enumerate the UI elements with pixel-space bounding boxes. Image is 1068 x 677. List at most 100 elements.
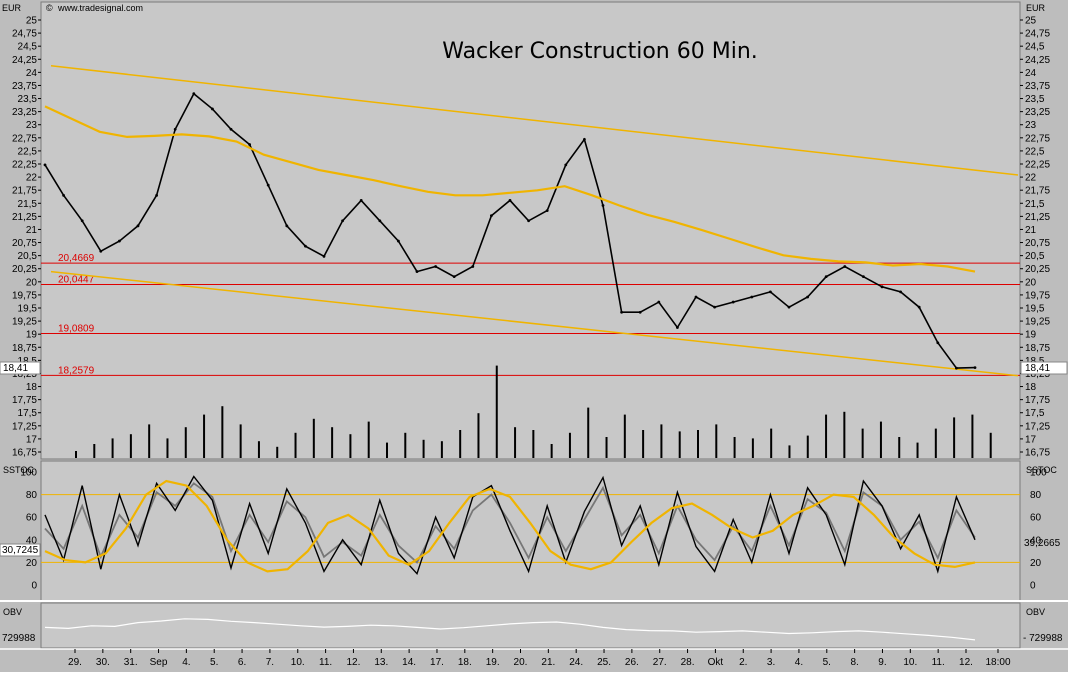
time-tick-label: 28. — [681, 657, 695, 668]
price-tick-label: 22,75 — [1025, 133, 1050, 144]
price-tick-label: 18,75 — [1025, 343, 1050, 354]
price-point — [322, 254, 326, 258]
price-tick-label: 20,75 — [12, 238, 37, 249]
time-tick-label: 29. — [68, 657, 82, 668]
price-point — [304, 244, 307, 248]
price-tick-label: 20,25 — [1025, 264, 1050, 275]
price-point — [564, 163, 568, 167]
price-tick-label: 17,5 — [1025, 408, 1045, 419]
price-tick-label: 22 — [26, 173, 38, 184]
volume-bar — [861, 428, 864, 458]
moving-average — [44, 105, 976, 273]
price-tick-label: 21,75 — [12, 186, 37, 197]
time-tick-label: 14. — [402, 657, 416, 668]
price-tick-label: 24,25 — [1025, 55, 1050, 66]
price-tick-label: 23,75 — [1025, 81, 1050, 92]
stochastic-slow-line — [44, 482, 976, 564]
trend-channel-lower — [50, 270, 1019, 377]
time-tick-label: Sep — [150, 657, 168, 668]
price-panel — [40, 1, 1021, 460]
time-tick-label: 4. — [795, 657, 803, 668]
volume-bar — [916, 442, 919, 458]
price-tick-label: 22 — [1025, 173, 1037, 184]
price-tick-label: 20,25 — [12, 264, 37, 275]
stochastic-tick-label: 60 — [26, 513, 38, 524]
volume-bar — [953, 417, 956, 458]
price-tick-label: 24,25 — [12, 55, 37, 66]
price-tick-label: 18,75 — [12, 343, 37, 354]
time-tick-label: 8. — [850, 657, 858, 668]
price-point — [657, 300, 661, 304]
price-point — [880, 285, 884, 289]
time-tick-label: 3. — [767, 657, 775, 668]
horizontal-level-label: 18,2579 — [58, 365, 95, 376]
price-tick-label: 16,75 — [1025, 448, 1050, 459]
obv-value-left: 729988 — [2, 633, 36, 644]
price-tick-label: 23,25 — [1025, 107, 1050, 118]
time-tick-label: 25. — [597, 657, 611, 668]
time-tick-label: 4. — [182, 657, 190, 668]
stochastic-tick-label: 0 — [31, 581, 37, 592]
time-tick-label: 27. — [653, 657, 667, 668]
price-point — [601, 204, 605, 207]
price-point — [508, 199, 512, 202]
price-point — [378, 219, 382, 223]
volume-bar — [312, 418, 315, 458]
price-point — [676, 326, 679, 329]
volume-bar — [184, 427, 187, 458]
price-tick-label: 20 — [1025, 277, 1037, 288]
price-series — [43, 92, 977, 370]
volume-bar — [879, 421, 882, 458]
price-tick-label: 20 — [26, 277, 38, 288]
price-point — [545, 209, 549, 212]
volume-bar — [971, 414, 974, 458]
volume-bar — [733, 437, 736, 458]
price-tick-label: 20,75 — [1025, 238, 1050, 249]
stochastic-tick-label: 100 — [20, 468, 37, 479]
volume-bar — [568, 432, 571, 458]
price-point — [471, 265, 475, 268]
price-point — [955, 366, 958, 370]
price-point — [731, 300, 735, 304]
volume-bar — [770, 428, 773, 458]
price-point — [62, 193, 65, 197]
time-tick-label: 5. — [823, 657, 831, 668]
price-tick-label: 18 — [26, 382, 38, 393]
price-point — [824, 275, 828, 279]
volume-bar — [825, 414, 828, 458]
source-label: www.tradesignal.com — [57, 3, 143, 13]
volume-bar — [532, 430, 535, 458]
price-tick-label: 23 — [1025, 120, 1037, 131]
price-axis: 25 25 24,75 24,75 24,5 24,5 24,25 24,25 24 24 23,7… — [12, 16, 1050, 459]
price-point — [750, 295, 754, 299]
price-point — [973, 366, 977, 370]
volume-bar — [514, 427, 517, 458]
price-point — [620, 310, 623, 314]
obv-path — [44, 618, 976, 641]
price-tick-label: 21,5 — [18, 199, 38, 210]
price-point — [769, 290, 772, 294]
price-point — [173, 127, 177, 131]
stochastic-tick-label: 100 — [1030, 468, 1047, 479]
price-point — [490, 214, 493, 218]
price-tick-label: 20,5 — [18, 251, 38, 262]
price-tick-label: 18 — [1025, 382, 1037, 393]
price-point — [527, 219, 530, 223]
price-tick-label: 23,5 — [1025, 94, 1045, 105]
price-tick-label: 22,25 — [1025, 160, 1050, 171]
volume-bar — [148, 424, 151, 458]
stochastic-value-box-left — [0, 543, 41, 557]
price-tick-label: 19,25 — [12, 317, 37, 328]
currency-label-left: EUR — [2, 3, 22, 13]
obv-label-left: OBV — [3, 607, 22, 617]
time-tick-label: 31. — [124, 657, 138, 668]
price-point — [99, 249, 103, 253]
last-price-left: 18,41 — [3, 363, 28, 374]
stochastic-value-right: 39,2665 — [1024, 538, 1061, 549]
price-point — [713, 305, 716, 309]
stochastic-axis: 100 100 80 80 60 60 40 40 20 20 0 0 — [20, 468, 1047, 592]
price-tick-label: 22,5 — [18, 146, 38, 157]
price-tick-label: 18,5 — [18, 356, 38, 367]
